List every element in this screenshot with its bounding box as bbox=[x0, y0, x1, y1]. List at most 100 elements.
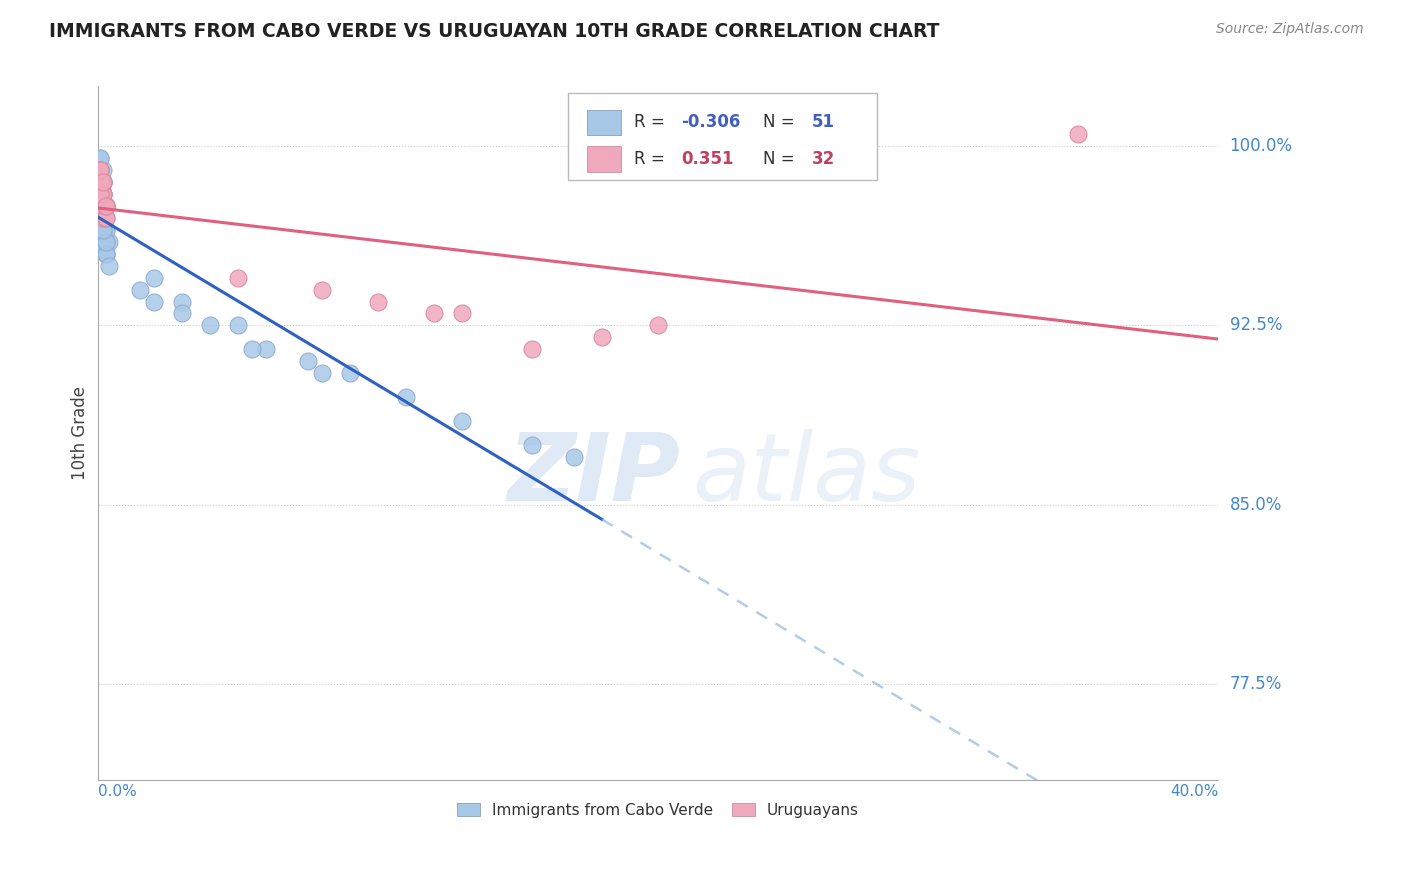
Point bbox=[1067, 127, 1090, 141]
Point bbox=[91, 175, 114, 189]
Point bbox=[91, 186, 114, 201]
Text: 32: 32 bbox=[811, 150, 835, 168]
Point bbox=[91, 175, 114, 189]
Point bbox=[89, 163, 111, 178]
Point bbox=[89, 175, 111, 189]
Point bbox=[89, 175, 111, 189]
Point bbox=[89, 186, 111, 201]
Point bbox=[89, 211, 111, 225]
FancyBboxPatch shape bbox=[568, 94, 876, 180]
Point bbox=[89, 151, 111, 165]
Point bbox=[91, 175, 114, 189]
Point bbox=[94, 211, 117, 225]
Point bbox=[97, 235, 120, 249]
Point bbox=[520, 438, 543, 452]
Point bbox=[94, 246, 117, 260]
Point bbox=[94, 199, 117, 213]
Text: 0.351: 0.351 bbox=[682, 150, 734, 168]
Point bbox=[520, 343, 543, 357]
Point bbox=[94, 223, 117, 237]
Point bbox=[311, 366, 333, 380]
Point bbox=[142, 270, 165, 285]
FancyBboxPatch shape bbox=[588, 110, 621, 135]
Point bbox=[240, 343, 263, 357]
Point bbox=[91, 211, 114, 225]
Point bbox=[89, 175, 111, 189]
Point bbox=[94, 199, 117, 213]
Text: N =: N = bbox=[763, 150, 800, 168]
Point bbox=[91, 186, 114, 201]
Point bbox=[89, 186, 111, 201]
Text: ZIP: ZIP bbox=[508, 428, 681, 521]
Point bbox=[89, 151, 111, 165]
Text: IMMIGRANTS FROM CABO VERDE VS URUGUAYAN 10TH GRADE CORRELATION CHART: IMMIGRANTS FROM CABO VERDE VS URUGUAYAN … bbox=[49, 22, 939, 41]
Point bbox=[395, 390, 418, 404]
Point bbox=[91, 235, 114, 249]
Point bbox=[170, 306, 193, 320]
Point bbox=[91, 223, 114, 237]
Point bbox=[91, 186, 114, 201]
Point bbox=[128, 283, 150, 297]
Point bbox=[89, 199, 111, 213]
Point bbox=[89, 175, 111, 189]
Text: atlas: atlas bbox=[692, 429, 920, 520]
Text: -0.306: -0.306 bbox=[682, 113, 741, 131]
Point bbox=[91, 211, 114, 225]
Point bbox=[89, 163, 111, 178]
Point bbox=[647, 318, 669, 333]
Y-axis label: 10th Grade: 10th Grade bbox=[72, 386, 89, 480]
Point bbox=[91, 199, 114, 213]
Text: 0.0%: 0.0% bbox=[97, 784, 136, 799]
Point bbox=[198, 318, 221, 333]
Point bbox=[91, 186, 114, 201]
Text: N =: N = bbox=[763, 113, 800, 131]
Point bbox=[91, 211, 114, 225]
Point bbox=[89, 175, 111, 189]
Point bbox=[450, 414, 472, 428]
Point bbox=[89, 163, 111, 178]
Point bbox=[297, 354, 319, 368]
Point bbox=[94, 199, 117, 213]
Point bbox=[89, 199, 111, 213]
Point bbox=[450, 306, 472, 320]
Point bbox=[226, 318, 249, 333]
Text: Source: ZipAtlas.com: Source: ZipAtlas.com bbox=[1216, 22, 1364, 37]
Point bbox=[91, 186, 114, 201]
Point bbox=[254, 343, 277, 357]
Point bbox=[91, 175, 114, 189]
Text: 100.0%: 100.0% bbox=[1230, 137, 1292, 155]
Text: R =: R = bbox=[634, 150, 676, 168]
Point bbox=[94, 211, 117, 225]
Point bbox=[89, 186, 111, 201]
Point bbox=[91, 175, 114, 189]
Point bbox=[94, 246, 117, 260]
Point bbox=[91, 163, 114, 178]
Point bbox=[142, 294, 165, 309]
Point bbox=[94, 223, 117, 237]
Text: 85.0%: 85.0% bbox=[1230, 496, 1282, 514]
FancyBboxPatch shape bbox=[588, 146, 621, 171]
Text: R =: R = bbox=[634, 113, 671, 131]
Point bbox=[94, 246, 117, 260]
Point bbox=[339, 366, 361, 380]
Point bbox=[91, 199, 114, 213]
Text: 40.0%: 40.0% bbox=[1170, 784, 1219, 799]
Point bbox=[94, 199, 117, 213]
Point bbox=[94, 235, 117, 249]
Point bbox=[91, 223, 114, 237]
Point bbox=[89, 211, 111, 225]
Point bbox=[91, 199, 114, 213]
Point bbox=[89, 163, 111, 178]
Text: 51: 51 bbox=[811, 113, 835, 131]
Point bbox=[367, 294, 389, 309]
Legend: Immigrants from Cabo Verde, Uruguayans: Immigrants from Cabo Verde, Uruguayans bbox=[451, 797, 865, 824]
Point bbox=[226, 270, 249, 285]
Point bbox=[94, 235, 117, 249]
Point bbox=[311, 283, 333, 297]
Point bbox=[97, 259, 120, 273]
Point bbox=[89, 235, 111, 249]
Point bbox=[94, 199, 117, 213]
Text: 77.5%: 77.5% bbox=[1230, 675, 1282, 693]
Text: 92.5%: 92.5% bbox=[1230, 317, 1282, 334]
Point bbox=[91, 199, 114, 213]
